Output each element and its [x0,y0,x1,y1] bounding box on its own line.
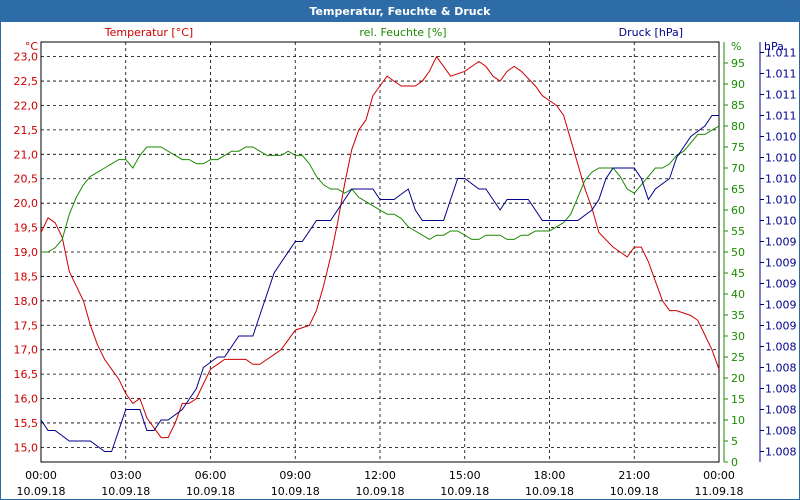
tick-label-temperature: 22,5 [14,75,39,88]
x-tick-date: 10.09.18 [525,485,574,498]
tick-label-humidity: 85 [731,99,745,112]
tick-label-pressure: 1.010 [765,152,797,165]
unit-temperature: °C [25,40,39,53]
tick-label-pressure: 1.010 [765,173,797,186]
tick-label-pressure: 1.008 [765,341,797,354]
tick-label-pressure: 1.009 [765,320,797,333]
axis-label-humidity: rel. Feuchte [%] [359,26,446,39]
axis-label-temperature: Temperatur [°C] [104,26,193,39]
tick-label-humidity: 15 [731,393,745,406]
tick-label-humidity: 5 [731,435,738,448]
tick-label-pressure: 1.011 [765,89,797,102]
tick-label-pressure: 1.010 [765,194,797,207]
x-tick-date: 10.09.18 [186,485,235,498]
tick-label-pressure: 1.011 [765,68,797,81]
x-tick-time: 21:00 [618,469,650,482]
tick-label-temperature: 15,0 [14,441,39,454]
x-tick-date: 10.09.18 [356,485,405,498]
tick-label-humidity: 60 [731,204,745,217]
tick-label-humidity: 25 [731,351,745,364]
tick-label-humidity: 65 [731,183,745,196]
tick-label-pressure: 1.008 [765,383,797,396]
x-tick-date: 10.09.18 [440,485,489,498]
x-tick-time: 15:00 [449,469,481,482]
tick-label-humidity: 55 [731,225,745,238]
tick-label-humidity: 20 [731,372,745,385]
tick-label-pressure: 1.011 [765,47,797,60]
series-humidity [41,125,720,253]
tick-label-humidity: 40 [731,288,745,301]
window-title: Temperatur, Feuchte & Druck [1,1,799,22]
tick-label-temperature: 17,0 [14,344,39,357]
x-tick-date: 10.09.18 [101,485,150,498]
x-tick-time: 18:00 [534,469,566,482]
tick-label-temperature: 22,0 [14,99,39,112]
tick-label-temperature: 19,0 [14,246,39,259]
tick-label-pressure: 1.010 [765,215,797,228]
tick-label-temperature: 20,5 [14,173,39,186]
tick-label-temperature: 18,5 [14,270,39,283]
tick-label-temperature: 16,5 [14,368,39,381]
tick-label-pressure: 1.009 [765,278,797,291]
tick-label-humidity: 35 [731,309,745,322]
axis-label-pressure: Druck [hPa] [619,26,683,39]
tick-label-humidity: 80 [731,120,745,133]
tick-label-humidity: 0 [731,456,738,469]
series-temperature [40,55,720,439]
tick-label-pressure: 1.010 [765,131,797,144]
tick-label-temperature: 17,5 [14,319,39,332]
unit-pressure: hPa [764,40,784,53]
tick-label-humidity: 50 [731,246,745,259]
x-tick-time: 12:00 [364,469,396,482]
tick-label-pressure: 1.008 [765,425,797,438]
tick-label-humidity: 45 [731,267,745,280]
tick-label-humidity: 30 [731,330,745,343]
tick-label-humidity: 75 [731,141,745,154]
tick-label-humidity: 95 [731,57,745,70]
tick-label-pressure: 1.008 [765,362,797,375]
x-tick-time: 09:00 [279,469,311,482]
tick-label-humidity: 10 [731,414,745,427]
unit-humidity: % [731,40,741,53]
tick-label-pressure: 1.008 [765,404,797,417]
tick-label-temperature: 23,0 [14,51,39,64]
x-tick-date: 11.09.18 [695,485,744,498]
x-tick-time: 03:00 [110,469,142,482]
tick-label-pressure: 1.009 [765,299,797,312]
tick-label-pressure: 1.009 [765,236,797,249]
tick-label-temperature: 20,0 [14,197,39,210]
x-tick-date: 10.09.18 [271,485,320,498]
x-tick-time: 06:00 [195,469,227,482]
x-tick-date: 10.09.18 [610,485,659,498]
tick-label-pressure: 1.011 [765,110,797,123]
tick-label-temperature: 21,5 [14,124,39,137]
x-tick-time: 00:00 [25,469,57,482]
x-tick-date: 10.09.18 [17,485,66,498]
tick-label-humidity: 90 [731,78,745,91]
series-pressure [40,115,719,452]
tick-label-temperature: 15,5 [14,417,39,430]
tick-label-temperature: 16,0 [14,393,39,406]
tick-label-temperature: 18,0 [14,295,39,308]
x-tick-time: 00:00 [703,469,735,482]
tick-label-pressure: 1.008 [765,446,797,459]
tick-label-temperature: 19,5 [14,222,39,235]
tick-label-humidity: 70 [731,162,745,175]
tick-label-pressure: 1.009 [765,257,797,270]
tick-label-temperature: 21,0 [14,148,39,161]
